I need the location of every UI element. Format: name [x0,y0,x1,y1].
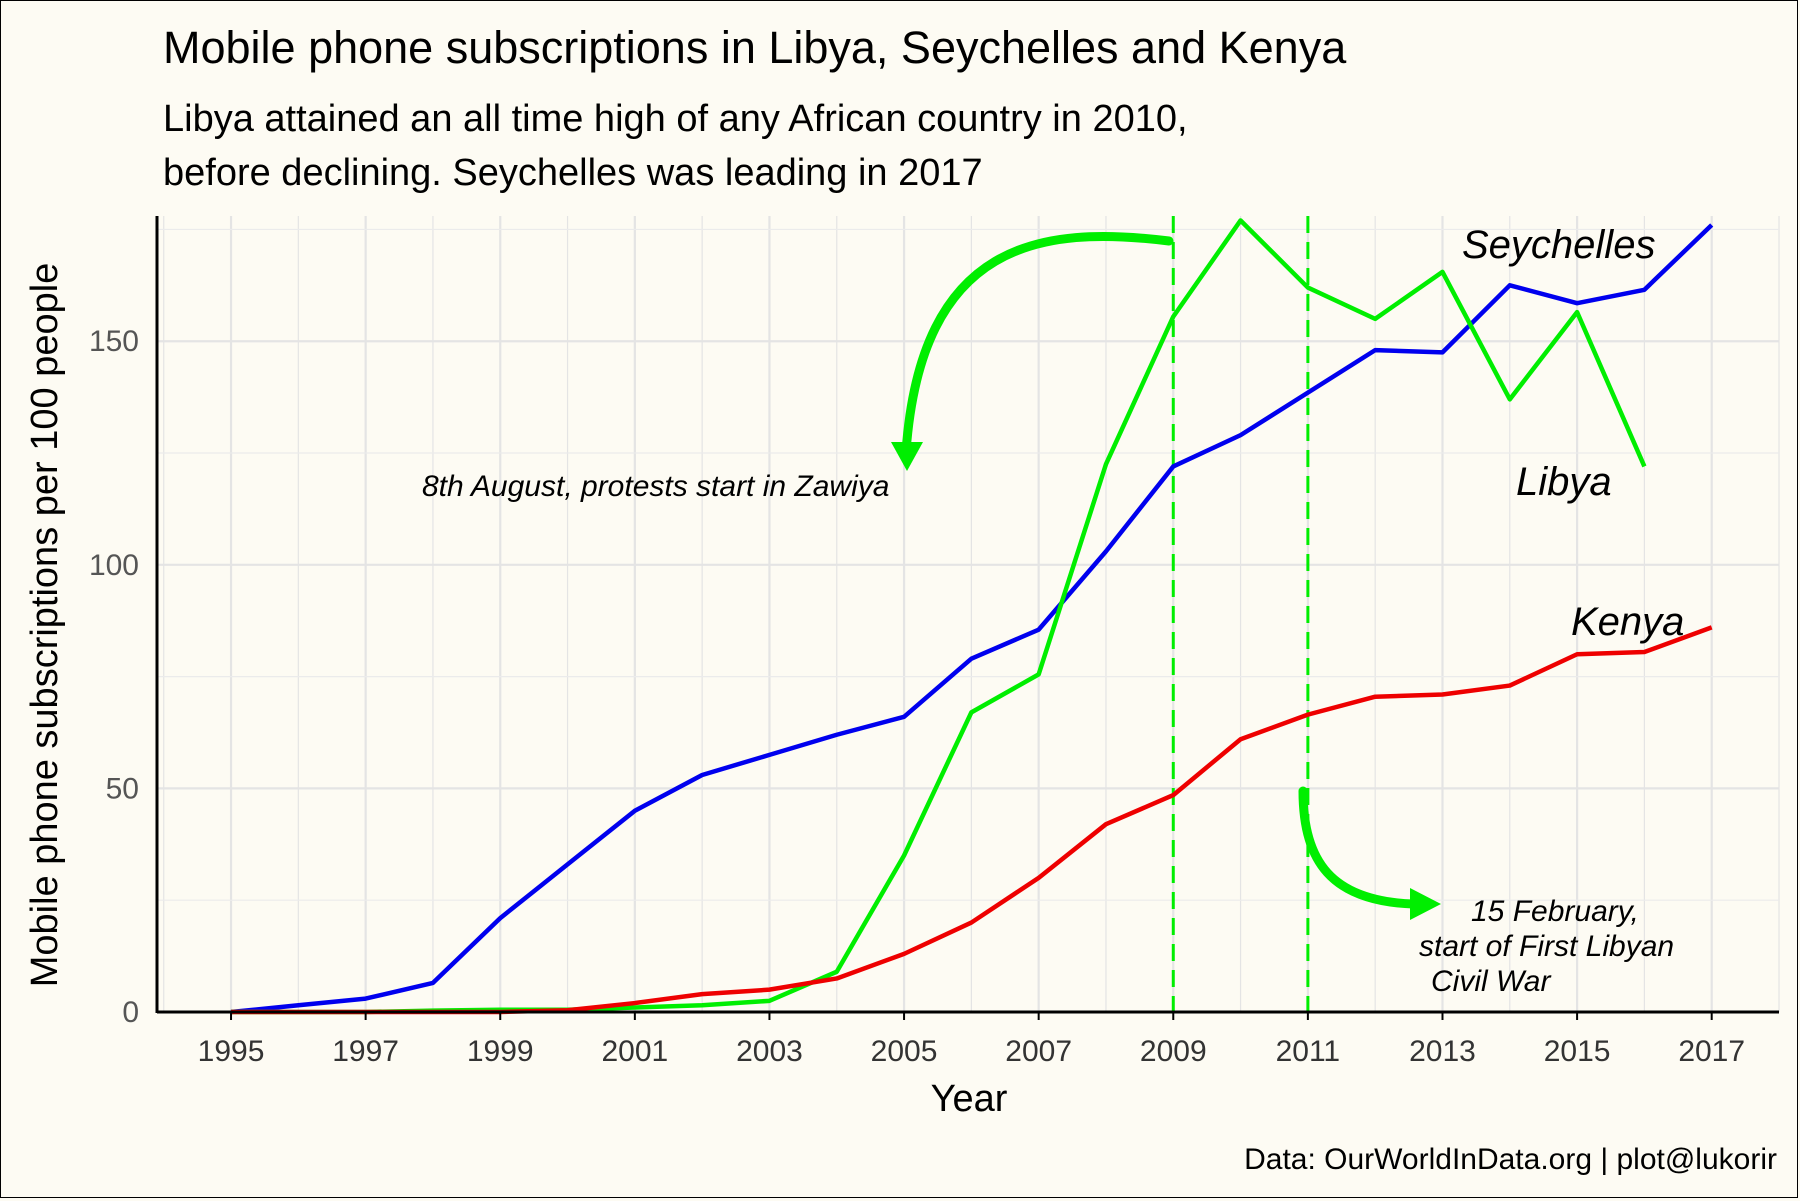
series-label-libya: Libya [1516,460,1612,504]
y-axis-title: Mobile phone subscriptions per 100 peopl… [24,263,66,988]
y-tick-label: 150 [89,325,139,358]
x-tick-label: 2015 [1544,1035,1611,1068]
grid-lines [157,216,1780,1014]
annotation-arrow-civil-war [1298,786,1418,909]
x-tick-label: 2011 [1276,1035,1341,1068]
x-tick-label: 2007 [1005,1035,1072,1068]
x-tick-label: 2003 [736,1035,803,1068]
annotation-arrow-zawiya [901,231,1174,457]
x-tick-label: 2005 [871,1035,938,1068]
x-tick-label: 2009 [1140,1035,1207,1068]
axes [155,216,1779,1020]
annotation-arrowhead-zawiya [891,442,923,471]
x-tick-label: 1999 [467,1035,534,1068]
annotation-civil-war-line-3: Civil War [1431,965,1551,998]
x-tick-label: 2017 [1678,1035,1745,1068]
chart-title: Mobile phone subscriptions in Libya, Sey… [163,22,1347,73]
x-tick-label: 1997 [332,1035,399,1068]
x-tick-label: 1995 [198,1035,265,1068]
reference-lines [1171,216,1310,1012]
series-line-libya [231,218,1647,1015]
series-label-kenya: Kenya [1571,600,1684,644]
annotation-arrowhead-civil-war [1410,888,1441,920]
chart-subtitle-line-1: Libya attained an all time high of any A… [163,98,1188,140]
annotation-civil-war-line-1: 15 February, [1471,895,1639,928]
y-tick-label: 100 [89,549,139,582]
series-label-seychelles: Seychelles [1462,223,1655,267]
x-tick-label: 2013 [1409,1035,1476,1068]
annotation-civil-war-line-2: start of First Libyan [1419,930,1674,963]
chart-subtitle-line-2: before declining. Seychelles was leading… [163,152,983,194]
annotation-zawiya: 8th August, protests start in Zawiya [422,470,889,503]
x-axis-title: Year [931,1078,1008,1120]
chart-caption: Data: OurWorldInData.org | plot@lukorir [1244,1143,1777,1176]
x-tick-label: 2001 [601,1035,668,1068]
y-tick-label: 50 [106,772,139,805]
tick-labels: 0 50 100 150 1995 1997 1999 2001 2003 2005 2007 200… [89,325,1745,1068]
y-tick-label: 0 [122,996,139,1029]
series-line-seychelles [230,223,1714,1015]
